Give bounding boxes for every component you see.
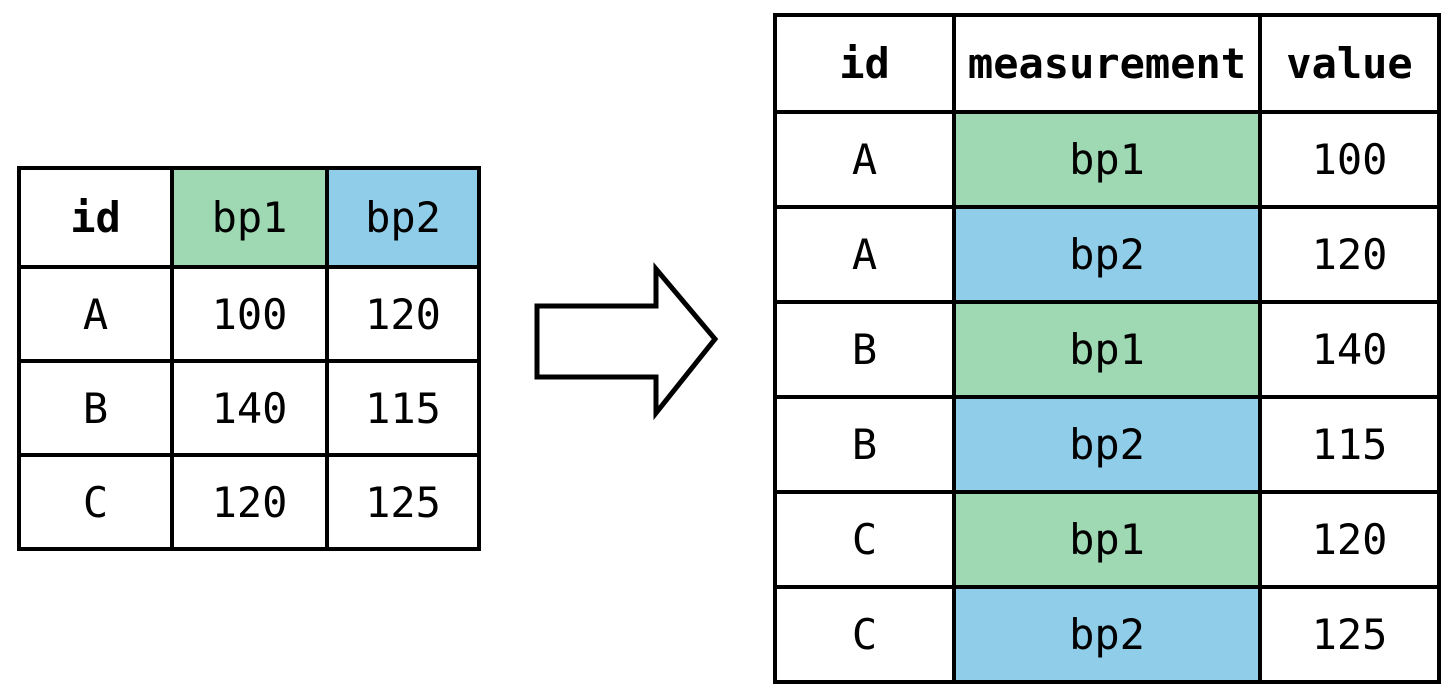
long-cell-measurement: bp2	[952, 205, 1262, 304]
table-row: B bp2 115	[773, 395, 1441, 494]
table-row: C bp1 120	[773, 490, 1441, 589]
long-cell-id: B	[773, 395, 956, 494]
wide-cell-bp2: 120	[325, 265, 481, 363]
long-cell-id: C	[773, 585, 956, 684]
long-cell-id: C	[773, 490, 956, 589]
long-cell-value: 125	[1258, 585, 1441, 684]
long-cell-measurement: bp1	[952, 110, 1262, 209]
long-cell-measurement: bp1	[952, 300, 1262, 399]
table-row: A bp1 100	[773, 110, 1441, 209]
long-header-value: value	[1258, 13, 1441, 114]
right-block-arrow-icon	[534, 262, 719, 421]
table-row: B bp1 140	[773, 300, 1441, 399]
long-table-header-row: id measurement value	[773, 13, 1441, 114]
wide-cell-bp2: 115	[325, 359, 481, 457]
long-cell-value: 115	[1258, 395, 1441, 494]
table-row: C bp2 125	[773, 585, 1441, 684]
long-cell-measurement: bp1	[952, 490, 1262, 589]
long-cell-value: 120	[1258, 490, 1441, 589]
long-cell-measurement: bp2	[952, 585, 1262, 684]
wide-cell-id: A	[17, 265, 174, 363]
wide-table-header-row: id bp1 bp2	[17, 166, 481, 269]
long-cell-value: 140	[1258, 300, 1441, 399]
wide-cell-id: C	[17, 453, 174, 551]
long-table: id measurement value A bp1 100 A bp2 120…	[773, 13, 1441, 684]
wide-cell-bp1: 120	[170, 453, 329, 551]
wide-header-bp2: bp2	[325, 166, 481, 269]
long-cell-value: 100	[1258, 110, 1441, 209]
long-header-id: id	[773, 13, 956, 114]
transform-arrow	[530, 262, 722, 421]
table-row: A bp2 120	[773, 205, 1441, 304]
long-header-measurement: measurement	[952, 13, 1262, 114]
wide-cell-bp1: 100	[170, 265, 329, 363]
wide-cell-bp1: 140	[170, 359, 329, 457]
table-row: C 120 125	[17, 453, 481, 551]
long-cell-id: A	[773, 205, 956, 304]
wide-cell-id: B	[17, 359, 174, 457]
long-cell-id: B	[773, 300, 956, 399]
wide-cell-bp2: 125	[325, 453, 481, 551]
long-cell-measurement: bp2	[952, 395, 1262, 494]
long-cell-id: A	[773, 110, 956, 209]
wide-header-id: id	[17, 166, 174, 269]
wide-table: id bp1 bp2 A 100 120 B 140 115 C 120 125	[17, 166, 481, 551]
wide-header-bp1: bp1	[170, 166, 329, 269]
long-cell-value: 120	[1258, 205, 1441, 304]
table-row: A 100 120	[17, 265, 481, 363]
table-row: B 140 115	[17, 359, 481, 457]
